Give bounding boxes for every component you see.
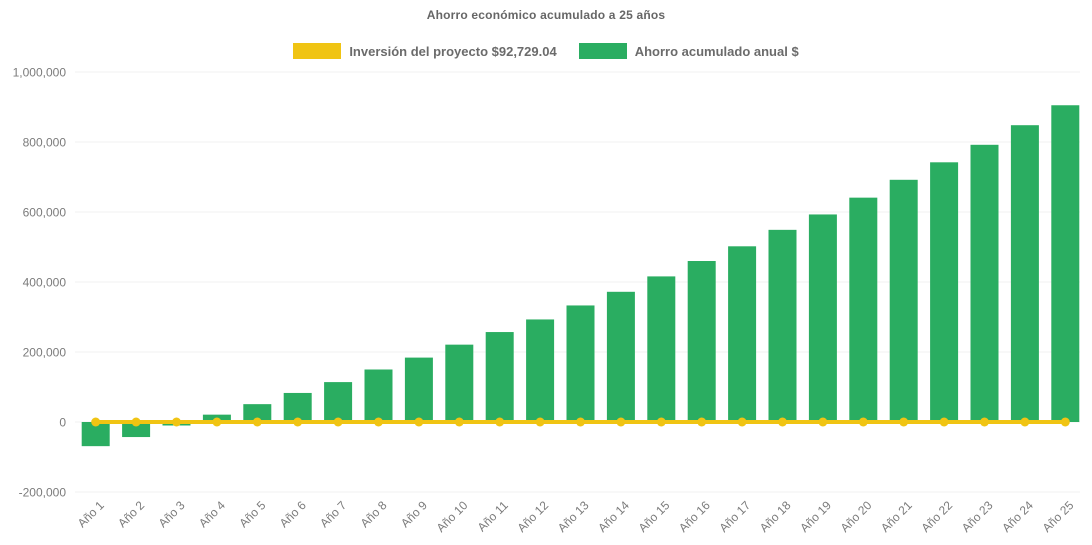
bar-ano-23 <box>970 144 999 423</box>
chart-title: Ahorro económico acumulado a 25 años <box>426 8 666 22</box>
x-tick-label: Año 10 <box>434 498 471 535</box>
investment-line-marker <box>980 417 989 427</box>
investment-line-marker <box>697 417 707 427</box>
x-tick-label: Año 2 <box>115 498 147 530</box>
x-tick-label: Año 7 <box>317 498 349 530</box>
x-tick-label: Año 11 <box>475 498 511 534</box>
bar-ano-19 <box>808 214 837 422</box>
y-tick-label: 0 <box>59 416 66 430</box>
investment-line-marker <box>1060 417 1070 427</box>
legend-swatch-inversion-icon <box>293 43 342 59</box>
investment-line-marker <box>535 417 545 427</box>
chart-legend: Inversión del proyecto $92,729.04 Ahorro… <box>0 43 1092 59</box>
bar-ano-2 <box>122 422 151 438</box>
bar-ano-21 <box>889 179 918 422</box>
investment-line-marker <box>939 417 949 427</box>
x-tick-label: Año 17 <box>716 498 753 535</box>
x-tick-label: Año 18 <box>757 498 794 535</box>
y-tick-label: -200,000 <box>19 486 67 500</box>
bar-ano-10 <box>445 344 474 422</box>
investment-line-marker <box>454 417 464 427</box>
investment-line-marker <box>576 417 585 427</box>
x-tick-label: Año 25 <box>1040 498 1077 535</box>
x-tick-label: Año 6 <box>277 498 309 530</box>
x-tick-label: Año 14 <box>595 498 632 535</box>
investment-line-marker <box>414 417 424 427</box>
x-tick-label: Año 22 <box>918 498 955 535</box>
x-tick-label: Año 16 <box>676 498 713 535</box>
bar-ano-22 <box>930 162 959 423</box>
bar-ano-11 <box>485 332 514 422</box>
bar-ano-6 <box>283 392 312 422</box>
investment-line-marker <box>778 417 787 427</box>
legend-label-ahorro: Ahorro acumulado anual $ <box>634 43 799 59</box>
x-tick-label: Año 19 <box>797 498 834 535</box>
investment-line-marker <box>212 417 222 427</box>
bar-ano-9 <box>404 357 433 422</box>
investment-line-marker <box>252 417 262 427</box>
bar-ano-13 <box>566 305 595 422</box>
bar-ano-12 <box>526 319 555 422</box>
investment-line-marker <box>818 417 828 427</box>
investment-line-marker <box>616 417 626 427</box>
x-tick-label: Año 5 <box>236 498 268 530</box>
x-tick-label: Año 21 <box>878 498 915 535</box>
bar-ano-16 <box>687 261 716 422</box>
bar-ano-18 <box>768 229 797 422</box>
x-tick-label: Año 23 <box>959 498 996 535</box>
bar-ano-5 <box>243 404 272 422</box>
investment-line-marker <box>495 417 505 427</box>
x-tick-label: Año 15 <box>636 498 673 535</box>
y-tick-label: 800,000 <box>23 136 67 150</box>
investment-line-marker <box>91 417 101 427</box>
bar-ano-14 <box>606 291 635 422</box>
y-tick-label: 400,000 <box>23 276 67 290</box>
x-tick-label: Año 3 <box>156 498 188 530</box>
x-tick-label: Año 20 <box>838 498 875 535</box>
x-tick-label: Año 13 <box>555 498 592 535</box>
investment-line-marker <box>131 417 141 427</box>
legend-item-ahorro[interactable]: Ahorro acumulado anual $ <box>578 43 799 59</box>
x-tick-label: Año 9 <box>398 498 430 530</box>
x-tick-label: Año 12 <box>514 498 551 535</box>
investment-line-marker <box>293 417 303 427</box>
investment-line-marker <box>172 417 181 427</box>
x-tick-label: Año 24 <box>999 498 1036 535</box>
bar-ano-20 <box>849 197 878 422</box>
bar-ano-15 <box>647 276 676 422</box>
bar-ano-17 <box>728 246 757 422</box>
investment-line-marker <box>333 417 343 427</box>
y-tick-label: 200,000 <box>23 346 67 360</box>
x-tick-label: Año 8 <box>358 498 390 530</box>
y-tick-label: 1,000,000 <box>13 66 67 80</box>
x-tick-label: Año 1 <box>75 498 107 530</box>
legend-label-inversion: Inversión del proyecto $92,729.04 <box>349 43 557 59</box>
investment-line-marker <box>1020 417 1030 427</box>
investment-line-marker <box>737 417 747 427</box>
bar-ano-8 <box>364 369 393 422</box>
y-tick-label: 600,000 <box>23 206 67 220</box>
investment-line-marker <box>899 417 909 427</box>
investment-line-marker <box>656 417 666 427</box>
bar-ano-24 <box>1010 125 1039 422</box>
legend-item-inversion[interactable]: Inversión del proyecto $92,729.04 <box>293 43 557 59</box>
bar-ano-7 <box>324 382 353 422</box>
investment-line-marker <box>858 417 868 427</box>
legend-swatch-ahorro-icon <box>578 43 627 59</box>
bar-ano-25 <box>1051 105 1080 422</box>
x-tick-label: Año 4 <box>196 498 228 530</box>
investment-line-marker <box>374 417 383 427</box>
